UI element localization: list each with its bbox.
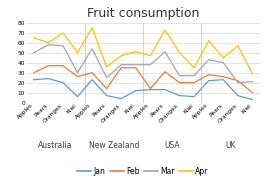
Title: Fruit consumption: Fruit consumption [87, 7, 199, 20]
Text: UK: UK [225, 142, 236, 150]
Text: USA: USA [165, 142, 180, 150]
Legend: Jan, Feb, Mar, Apr: Jan, Feb, Mar, Apr [74, 164, 212, 179]
Text: New Zealand: New Zealand [89, 142, 139, 150]
Text: Australia: Australia [38, 142, 73, 150]
